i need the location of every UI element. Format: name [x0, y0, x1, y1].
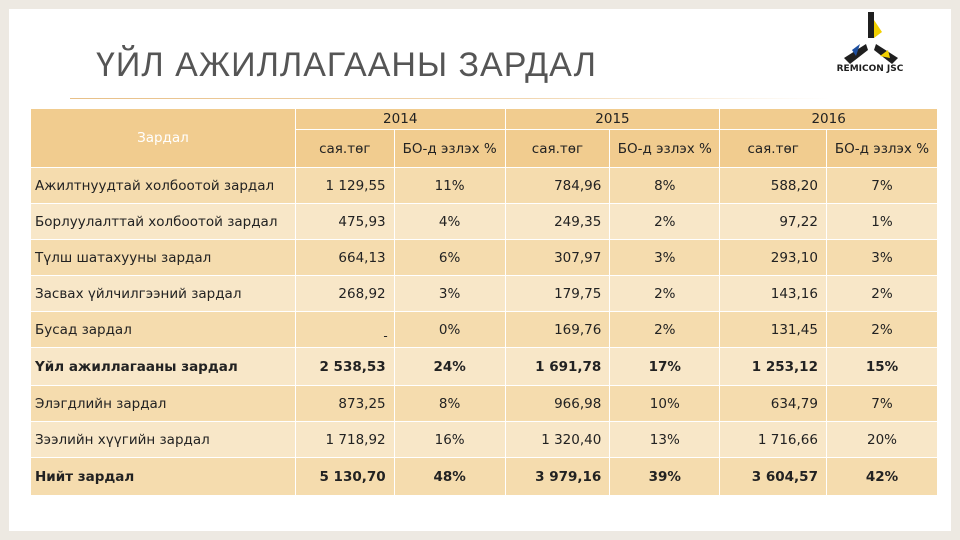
row-label: Бусад зардал: [30, 311, 296, 348]
value-2015: 307,97: [504, 239, 611, 276]
value-2016: 131,45: [719, 311, 827, 348]
value-2015: 784,96: [504, 167, 611, 204]
share-2016: 2%: [825, 311, 939, 348]
header-year-2014: 2014: [294, 108, 506, 130]
value-2015: 3 979,16: [504, 457, 611, 496]
share-2014: 8%: [393, 385, 506, 422]
value-2016: 634,79: [719, 385, 827, 422]
value-2016: 3 604,57: [719, 457, 827, 496]
value-2014: 1 718,92: [294, 421, 395, 458]
slide-border-left: [0, 0, 9, 540]
table-row: Элэгдлийн зардал 873,25 8% 966,98 10% 63…: [30, 385, 939, 422]
share-2016: 15%: [825, 347, 939, 386]
share-2016: 3%: [825, 239, 939, 276]
value-dash: -: [383, 329, 388, 343]
header-share-2015: БО-д эзлэх %: [609, 129, 721, 168]
share-2016: 42%: [825, 457, 939, 496]
share-2015: 8%: [609, 167, 721, 204]
value-2014: 1 129,55: [294, 167, 395, 204]
value-2015: 1 691,78: [504, 347, 611, 386]
share-2016: 20%: [825, 421, 939, 458]
page-title: ҮЙЛ АЖИЛЛАГААНЫ ЗАРДАЛ: [96, 46, 597, 84]
cost-table: Зардал 2014 2015 2016 сая.төг БО-д эзлэх…: [30, 108, 939, 496]
share-2016: 7%: [825, 167, 939, 204]
table-row-total: Нийт зардал 5 130,70 48% 3 979,16 39% 3 …: [30, 457, 939, 496]
share-2015: 2%: [609, 275, 721, 312]
table-row: Түлш шатахууны зардал 664,13 6% 307,97 3…: [30, 239, 939, 276]
logo-text: REMICON JSC: [836, 64, 904, 74]
share-2015: 2%: [609, 311, 721, 348]
share-2015: 13%: [609, 421, 721, 458]
table-row: Ажилтнуудтай холбоотой зардал 1 129,55 1…: [30, 167, 939, 204]
header-row-units: сая.төг БО-д эзлэх % сая.төг БО-д эзлэх …: [31, 129, 939, 168]
value-2016: 143,16: [719, 275, 827, 312]
share-2014: 24%: [393, 347, 506, 386]
value-2015: 249,35: [504, 203, 611, 240]
header-year-2015: 2015: [504, 108, 721, 130]
table-row: Бусад зардал - 0% 169,76 2% 131,45 2%: [30, 311, 939, 348]
value-2014: 268,92: [294, 275, 395, 312]
value-2014: 475,93: [294, 203, 395, 240]
value-2014: -: [294, 311, 395, 348]
value-2014: 2 538,53: [294, 347, 395, 386]
value-2015: 966,98: [504, 385, 611, 422]
value-2015: 1 320,40: [504, 421, 611, 458]
value-2014: 873,25: [294, 385, 395, 422]
table-row: Борлуулалттай холбоотой зардал 475,93 4%…: [30, 203, 939, 240]
value-2016: 97,22: [719, 203, 827, 240]
row-label: Зээлийн хүүгийн зардал: [30, 421, 296, 458]
remicon-logo-icon: [844, 12, 898, 64]
row-label: Засвах үйлчилгээний зардал: [30, 275, 296, 312]
row-label: Ажилтнуудтай холбоотой зардал: [30, 167, 296, 204]
header-share-2016: БО-д эзлэх %: [825, 129, 939, 168]
header-year-2016: 2016: [719, 108, 938, 130]
header-unit-2015: сая.төг: [504, 129, 611, 168]
share-2014: 0%: [393, 311, 506, 348]
value-2016: 588,20: [719, 167, 827, 204]
share-2014: 11%: [393, 167, 506, 204]
value-2015: 179,75: [504, 275, 611, 312]
slide-border-bottom: [0, 531, 960, 540]
share-2014: 16%: [393, 421, 506, 458]
share-2014: 48%: [393, 457, 506, 496]
share-2015: 39%: [609, 457, 721, 496]
header-unit-2016: сая.төг: [719, 129, 827, 168]
header-share-2014: БО-д эзлэх %: [393, 129, 506, 168]
header-corner: Зардал: [30, 108, 296, 168]
value-2015: 169,76: [504, 311, 611, 348]
share-2015: 2%: [609, 203, 721, 240]
row-label: Элэгдлийн зардал: [30, 385, 296, 422]
share-2014: 6%: [393, 239, 506, 276]
share-2015: 3%: [609, 239, 721, 276]
value-2016: 293,10: [719, 239, 827, 276]
value-2016: 1 253,12: [719, 347, 827, 386]
row-label: Нийт зардал: [30, 457, 296, 496]
value-2014: 664,13: [294, 239, 395, 276]
share-2014: 3%: [393, 275, 506, 312]
share-2016: 2%: [825, 275, 939, 312]
table-row: Засвах үйлчилгээний зардал 268,92 3% 179…: [30, 275, 939, 312]
row-label: Түлш шатахууны зардал: [30, 239, 296, 276]
share-2015: 10%: [609, 385, 721, 422]
share-2015: 17%: [609, 347, 721, 386]
header-row-years: Зардал 2014 2015 2016: [30, 108, 938, 168]
value-2014: 5 130,70: [294, 457, 395, 496]
slide-border-top: [0, 0, 960, 9]
title-underline: [70, 98, 830, 99]
row-label: Үйл ажиллагааны зардал: [30, 347, 296, 386]
value-2016: 1 716,66: [719, 421, 827, 458]
share-2014: 4%: [393, 203, 506, 240]
header-unit-2014: сая.төг: [294, 129, 395, 168]
table-row: Зээлийн хүүгийн зардал 1 718,92 16% 1 32…: [30, 421, 939, 458]
slide-border-right: [951, 0, 960, 540]
row-label: Борлуулалттай холбоотой зардал: [30, 203, 296, 240]
share-2016: 7%: [825, 385, 939, 422]
share-2016: 1%: [825, 203, 939, 240]
table-row-subtotal: Үйл ажиллагааны зардал 2 538,53 24% 1 69…: [30, 347, 939, 386]
